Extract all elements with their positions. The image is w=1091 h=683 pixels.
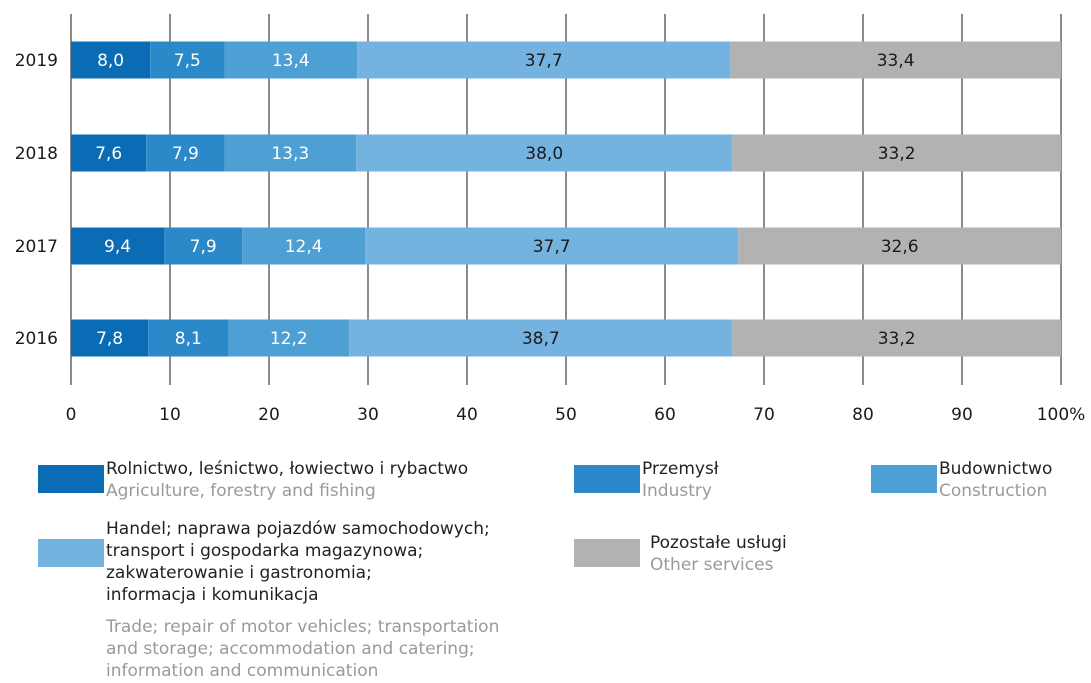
data-label: 7,9 bbox=[190, 237, 217, 257]
y-category-label: 2017 bbox=[15, 237, 58, 257]
data-label: 12,4 bbox=[285, 237, 323, 257]
legend-swatch bbox=[38, 465, 104, 493]
bar-segment bbox=[150, 41, 225, 79]
data-label: 12,2 bbox=[270, 329, 308, 349]
x-tick-label: 30 bbox=[357, 405, 379, 425]
bar-segment bbox=[228, 319, 350, 357]
legend-label-en: Agriculture, forestry and fishing bbox=[106, 481, 376, 501]
bar-segment bbox=[365, 227, 739, 265]
bar-segment bbox=[242, 227, 366, 265]
legend-swatch bbox=[574, 539, 640, 567]
bar-segment bbox=[71, 41, 151, 79]
x-tick-label: 100% bbox=[1037, 405, 1086, 425]
x-tick-label: 50 bbox=[555, 405, 577, 425]
legend-label-en: and storage; accommodation and catering; bbox=[106, 639, 475, 659]
legend-label-en: Other services bbox=[650, 555, 774, 575]
data-label: 38,7 bbox=[522, 329, 560, 349]
x-tick-label: 40 bbox=[456, 405, 478, 425]
bar-segment bbox=[148, 319, 229, 357]
bar-segment bbox=[224, 134, 357, 172]
data-label: 7,8 bbox=[96, 329, 123, 349]
data-label: 38,0 bbox=[525, 144, 563, 164]
data-label: 13,4 bbox=[272, 51, 310, 71]
legend-label-pl: Handel; naprawa pojazdów samochodowych; bbox=[106, 519, 490, 539]
data-label: 33,2 bbox=[878, 144, 916, 164]
data-label: 8,0 bbox=[97, 51, 124, 71]
data-label: 13,3 bbox=[271, 144, 309, 164]
x-tick-label: 60 bbox=[654, 405, 676, 425]
y-category-label: 2019 bbox=[15, 51, 58, 71]
bar-segment bbox=[349, 319, 733, 357]
legend-label-en: Construction bbox=[939, 481, 1048, 501]
x-tick-label: 20 bbox=[258, 405, 280, 425]
data-label: 7,5 bbox=[174, 51, 201, 71]
data-label: 9,4 bbox=[104, 237, 131, 257]
bar-segment bbox=[356, 134, 733, 172]
x-tick-label: 70 bbox=[753, 405, 775, 425]
bar-segment bbox=[738, 227, 1061, 265]
stacked-bar-chart: 0 10 20 30 40 50 60 70 80 90 100% 2019 8,0 7,5 13,4 37,… bbox=[15, 14, 1086, 425]
y-category-label: 2018 bbox=[15, 144, 58, 164]
legend-label-pl: zakwaterowanie i gastronomia; bbox=[106, 563, 372, 583]
y-category-label: 2016 bbox=[15, 329, 58, 349]
legend-label-pl: transport i gospodarka magazynowa; bbox=[106, 541, 424, 561]
legend-label-pl: Pozostałe usługi bbox=[650, 533, 787, 553]
data-label: 7,9 bbox=[172, 144, 199, 164]
bar-segment bbox=[164, 227, 243, 265]
bar-segment bbox=[224, 41, 358, 79]
data-label: 33,4 bbox=[877, 51, 915, 71]
x-tick-label: 0 bbox=[66, 405, 77, 425]
bar-segment bbox=[357, 41, 731, 79]
data-label: 37,7 bbox=[533, 237, 571, 257]
legend-swatch bbox=[871, 465, 937, 493]
legend-label-en: Industry bbox=[642, 481, 712, 501]
legend-label-en: information and communication bbox=[106, 661, 379, 681]
legend-swatch bbox=[574, 465, 640, 493]
bar-segment bbox=[71, 319, 149, 357]
legend-label-pl: informacja i komunikacja bbox=[106, 585, 319, 605]
bar-segment bbox=[732, 319, 1061, 357]
x-tick-label: 10 bbox=[159, 405, 181, 425]
data-label: 37,7 bbox=[525, 51, 563, 71]
legend-label-en: Trade; repair of motor vehicles; transpo… bbox=[106, 617, 500, 637]
data-label: 7,6 bbox=[95, 144, 122, 164]
x-tick-label: 80 bbox=[852, 405, 874, 425]
bar-segment bbox=[71, 134, 147, 172]
x-tick-label: 90 bbox=[951, 405, 973, 425]
legend-label-pl: Przemysł bbox=[642, 459, 719, 479]
bar-segment bbox=[732, 134, 1061, 172]
legend-swatch bbox=[38, 539, 104, 567]
data-label: 32,6 bbox=[881, 237, 919, 257]
bar-segment bbox=[730, 41, 1061, 79]
legend-label-pl: Budownictwo bbox=[939, 459, 1053, 479]
bar-segment bbox=[146, 134, 225, 172]
data-label: 8,1 bbox=[175, 329, 202, 349]
legend-label-pl: Rolnictwo, leśnictwo, łowiectwo i rybact… bbox=[106, 459, 469, 479]
data-label: 33,2 bbox=[878, 329, 916, 349]
bar-segment bbox=[71, 227, 165, 265]
